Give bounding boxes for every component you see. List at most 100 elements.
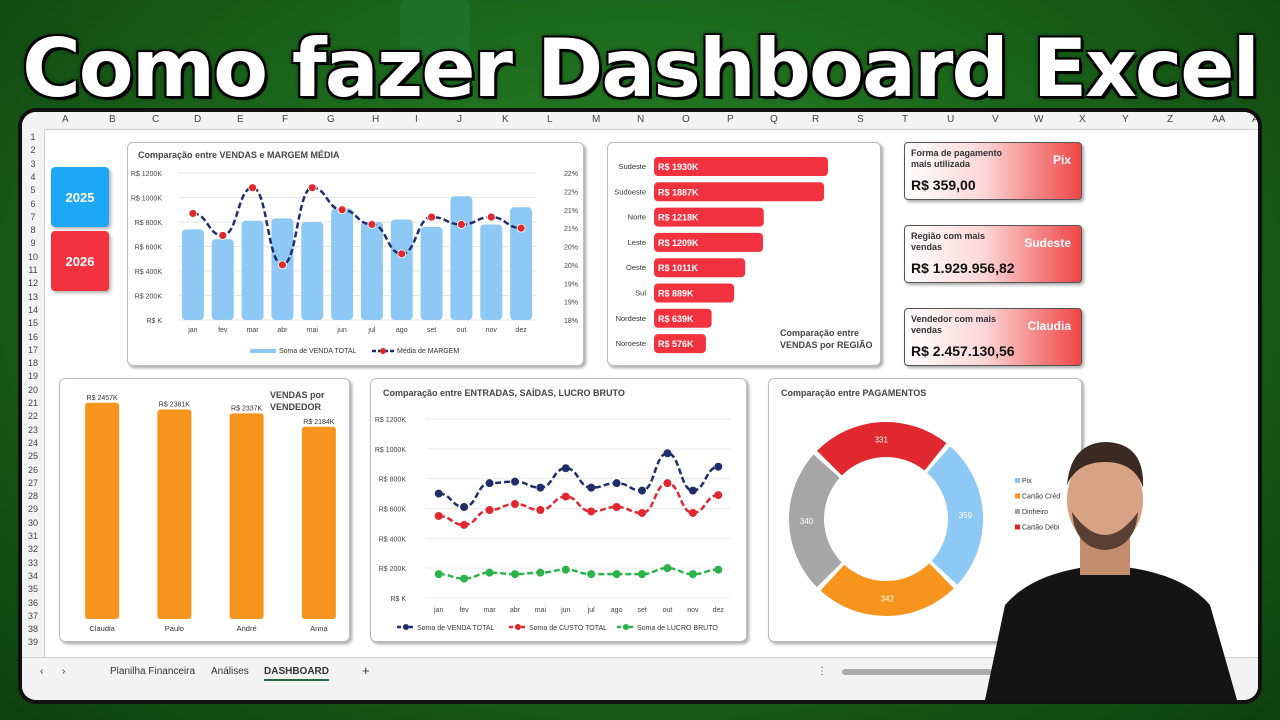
column-header[interactable]: E [237,114,244,125]
row-header[interactable]: 23 [27,424,38,435]
row-header[interactable]: 19 [27,371,38,382]
y2-tick-label: 19% [564,281,578,288]
row-header[interactable]: 7 [30,211,36,222]
row-header[interactable]: 28 [27,491,38,502]
sales-margin-chart-card[interactable]: Comparação entre VENDAS e MARGEM MÉDIA R… [127,142,584,366]
legend-marker [403,624,409,630]
sales-by-seller-chart-card[interactable]: VENDAS por VENDEDOR R$ 2457K Claudia R$ 23… [59,378,350,642]
legend-label: Pix [1022,478,1032,485]
row-header[interactable]: 33 [27,557,38,568]
year-filter-2025[interactable]: 2025 [51,167,109,227]
sheet-tab-planilha[interactable]: Planilha Financeira [110,666,196,677]
row-header[interactable]: 31 [27,531,38,541]
year-filter-2026[interactable]: 2026 [51,231,109,291]
series-point [663,564,672,573]
slice-label: 359 [959,511,973,520]
column-header[interactable]: A [62,114,69,125]
row-header[interactable]: 2 [30,145,36,156]
category-label: Nordeste [616,314,646,323]
column-header[interactable]: S [857,114,864,125]
column-header[interactable]: C [152,114,160,125]
row-header[interactable]: 37 [27,610,38,621]
row-header[interactable]: 13 [27,291,38,302]
column-header[interactable]: H [372,114,380,125]
row-header[interactable]: 11 [28,265,38,275]
more-options-icon[interactable]: ⋮ [817,666,827,677]
column-header[interactable]: O [682,114,690,125]
column-header[interactable]: A [1252,114,1258,125]
column-header[interactable]: G [327,114,335,125]
column-header[interactable]: Z [1167,114,1174,125]
row-header[interactable]: 25 [27,451,38,462]
column-header[interactable]: L [547,114,553,125]
row-header[interactable]: 36 [27,597,38,608]
row-header[interactable]: 4 [30,171,36,182]
column-header[interactable]: P [727,114,734,125]
bar [420,226,443,320]
cashflow-chart-card[interactable]: Comparação entre ENTRADAS, SAÍDAS, LUCRO… [370,378,747,642]
sheet-tab-dashboard[interactable]: DASHBOARD [264,666,329,681]
row-header[interactable]: 34 [27,570,38,581]
row-header[interactable]: 22 [27,411,38,422]
column-header[interactable]: J [457,114,462,125]
row-header[interactable]: 29 [27,504,38,515]
kpi-highlight: Claudia [1027,319,1071,333]
row-header[interactable]: 8 [30,225,36,236]
column-header[interactable]: D [194,114,202,125]
sheet-tab-analises[interactable]: Análises [211,666,249,677]
column-header[interactable]: W [1034,114,1044,125]
column-header[interactable]: K [502,114,509,125]
category-label: Oeste [626,263,646,272]
column-header[interactable]: Q [770,114,778,125]
row-header[interactable]: 30 [27,517,38,528]
margin-point [307,183,317,193]
donut-slice [927,446,983,585]
row-header[interactable]: 35 [27,584,38,595]
row-header[interactable]: 10 [27,251,38,262]
row-header[interactable]: 16 [27,331,38,342]
row-header[interactable]: 17 [27,344,38,355]
row-header[interactable]: 18 [27,358,38,369]
row-header[interactable]: 38 [27,624,38,635]
y2-tick-label: 19% [564,300,578,307]
column-header[interactable]: V [992,114,999,125]
row-header[interactable]: 12 [27,278,38,289]
add-sheet-icon[interactable]: + [362,663,370,678]
row-header[interactable]: 32 [27,544,38,555]
row-header[interactable]: 6 [30,198,36,209]
row-header[interactable]: 21 [27,398,38,408]
horizontal-scrollbar[interactable] [842,669,992,675]
scroll-left-icon[interactable]: ‹ [40,666,44,677]
y2-tick-label: 22% [564,171,578,178]
legend-swatch [1015,524,1020,530]
column-header[interactable]: Y [1122,114,1129,125]
row-header[interactable]: 14 [27,304,38,315]
row-header[interactable]: 5 [30,185,36,196]
row-header[interactable]: 1 [30,132,36,142]
column-header[interactable]: X [1079,114,1086,125]
column-header[interactable]: U [947,114,955,125]
sales-by-region-chart-card[interactable]: Comparação entre VENDAS por REGIÃO Sudes… [607,142,881,366]
row-header[interactable]: 26 [27,464,38,475]
row-header[interactable]: 15 [27,318,38,329]
x-tick-label: Anna [310,624,328,633]
scroll-right-icon[interactable]: › [62,666,66,677]
column-header[interactable]: B [109,114,116,125]
column-header[interactable]: F [282,114,289,125]
row-header[interactable]: 20 [27,384,38,395]
column-header[interactable]: T [902,114,909,125]
column-header[interactable]: M [592,114,601,125]
kpi-highlight: Sudeste [1024,236,1071,250]
donut-slice [789,454,842,588]
row-header[interactable]: 9 [30,238,36,249]
row-header[interactable]: 27 [27,477,38,488]
column-header[interactable]: AA [1212,114,1226,125]
bar [301,222,324,320]
row-header[interactable]: 3 [30,158,36,169]
row-header[interactable]: 24 [27,437,38,448]
column-header[interactable]: N [637,114,645,125]
column-header[interactable]: R [812,114,820,125]
row-header[interactable]: 39 [27,637,38,648]
column-header[interactable]: I [415,114,418,125]
seller-bar [85,402,120,619]
